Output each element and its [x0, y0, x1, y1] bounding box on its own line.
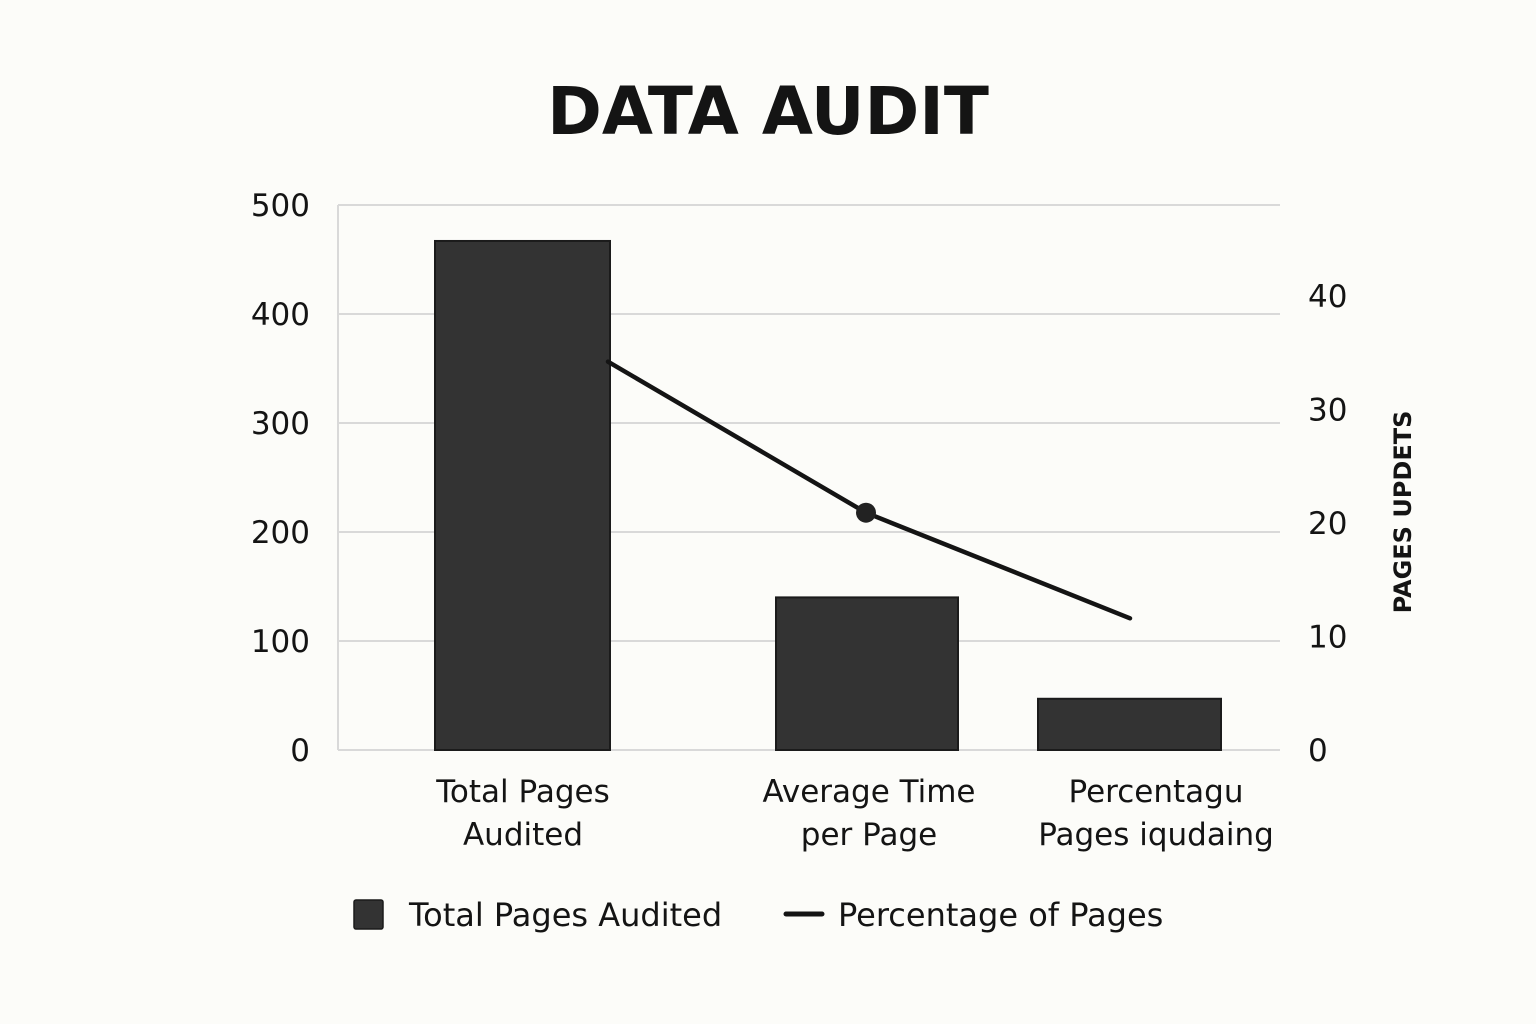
category-label: per Page — [801, 817, 937, 853]
left-tick-label: 100 — [251, 624, 310, 660]
right-tick-label: 0 — [1308, 733, 1328, 769]
line-point — [856, 502, 876, 523]
legend-label: Total Pages Audited — [408, 896, 722, 934]
right-tick-label: 40 — [1308, 279, 1347, 315]
line-series — [605, 359, 1133, 621]
category-label: Percentagu — [1069, 774, 1244, 810]
left-tick-label: 300 — [251, 406, 310, 442]
left-tick-label: 200 — [251, 515, 310, 551]
category-label: Average Time — [762, 774, 975, 810]
bar-series — [434, 239, 1222, 752]
legend-swatch-bar — [353, 899, 384, 930]
category-label: Total Pages — [435, 774, 609, 810]
left-tick-label: 400 — [251, 297, 310, 333]
bar — [775, 596, 959, 752]
chart-title: DATA AUDIT — [547, 73, 989, 150]
left-axis-ticks: 0 100 200 300 400 500 — [251, 188, 310, 769]
left-tick-label: 500 — [251, 188, 310, 224]
right-axis-ticks: 0 10 20 30 40 — [1308, 279, 1347, 769]
bar — [434, 239, 611, 751]
bar — [1037, 697, 1222, 752]
line-path — [605, 359, 1133, 621]
right-tick-label: 30 — [1308, 392, 1347, 428]
legend-label: Percentage of Pages — [838, 896, 1163, 934]
category-label: Pages iqudaing — [1038, 817, 1274, 853]
left-tick-label: 0 — [290, 733, 310, 769]
right-tick-label: 20 — [1308, 506, 1347, 542]
legend: Total Pages Audited Percentage of Pages — [353, 896, 1163, 934]
right-tick-label: 10 — [1308, 619, 1347, 655]
category-label: Audited — [463, 817, 583, 853]
right-axis-label: PAGES UPDETS — [1389, 411, 1417, 614]
category-labels: Total Pages Audited Average Time per Page Pe… — [435, 774, 1274, 853]
